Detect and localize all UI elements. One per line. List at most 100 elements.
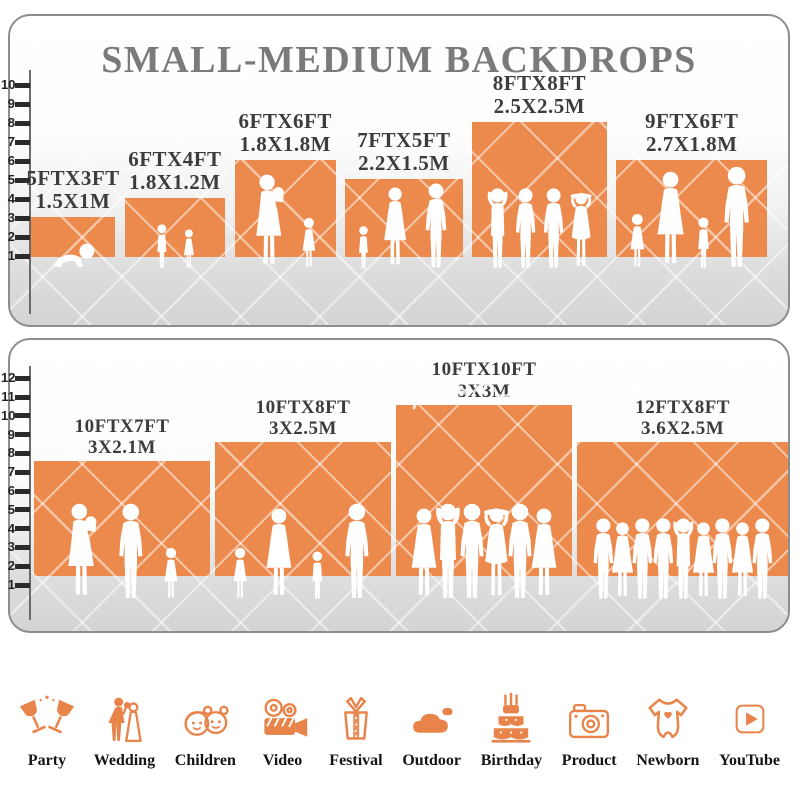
people-silhouettes [49,241,97,271]
figure-woman [260,507,298,602]
category-outdoor: Outdoor [402,660,461,770]
category-children: Children [175,660,236,770]
ruler-tick [15,82,30,88]
figure-man [337,502,377,602]
party-icon [20,688,74,750]
ruler-number: 1 [7,577,15,592]
ruler-number: 7 [7,134,15,149]
ruler-tick [15,488,30,494]
figure-man [745,517,779,602]
category-label: Product [561,752,617,769]
category-strip: Party Wedding [0,660,800,770]
category-label: Party [27,752,67,769]
category-label: YouTube [719,752,780,769]
ruler-number: 7 [7,464,15,480]
ruler-tick [15,234,30,240]
category-newborn: Newborn [636,660,699,770]
bar-size-meters: 3X2.5M [269,418,337,440]
people-silhouettes [250,173,320,271]
people-silhouettes [586,517,779,602]
ruler-number: 11 [1,389,15,404]
ruler-tick [15,215,30,221]
category-wedding: Wedding [94,660,155,770]
figure-woman-baby [62,502,102,602]
figure-girl [180,228,197,271]
figure-girl [229,546,251,602]
large-backdrops-panel: 1 2 3 4 5 6 7 8 9 10 11 12 10FTX7FT 3X2.1M 10FTX8FT 3X… [1,338,790,633]
people-silhouettes [354,182,454,271]
ruler-number: 9 [7,96,15,111]
ruler-number: 2 [7,229,15,244]
ruler-tick [15,563,30,569]
figure-man [111,502,151,602]
people-silhouettes [229,502,377,602]
bar-size-meters: 3.6X2.5M [641,418,725,440]
ruler-tick [15,469,30,475]
figure-woman [525,507,563,602]
people-silhouettes [152,223,198,271]
bar-size-meters: 2.7X1.8M [645,132,738,157]
festival-icon [330,688,382,750]
children-icon [178,688,232,750]
category-label: Outdoor [402,752,462,769]
bar-size-feet: 12FTX8FT [635,396,730,418]
ruler-number: 3 [7,539,15,555]
figure-girl [625,212,649,271]
bar-size-feet: 7FTX5FT [357,127,451,152]
ruler-tick [15,158,30,164]
category-youtube: YouTube [719,660,780,770]
figure-woman-hat [565,190,598,271]
birthday-icon [485,688,537,750]
ruler-tick [15,120,30,126]
ruler-tick [15,582,30,588]
ruler-tick [15,375,30,381]
ruler-tick [15,526,30,532]
ruler-tick [15,139,30,145]
page-title: SMALL-MEDIUM BACKDROPS [101,39,697,81]
ruler-tick [15,544,30,550]
ruler-tick [15,101,30,107]
category-label: Video [262,752,303,769]
outdoor-icon [408,688,456,750]
category-label: Festival [329,752,383,769]
bar-size-label: 10FTX8FT 3X2.5M [183,397,423,440]
ruler-number: 5 [7,501,15,517]
bar-size-label: 12FTX8FT 3.6X2.5M [563,397,800,440]
category-label: Newborn [636,752,700,769]
figure-woman [378,186,412,271]
category-birthday: Birthday [481,660,542,770]
bar-size-meters: 3X2.1M [88,436,156,458]
figure-man [418,182,454,271]
figure-man [716,165,758,271]
people-silhouettes [62,502,182,602]
product-icon [563,688,615,750]
ruler-number: 6 [7,483,15,498]
ruler-tick [15,253,30,259]
category-label: Wedding [93,752,156,769]
category-video: Video [256,660,310,770]
figure-child [692,216,714,271]
category-festival: Festival [329,660,383,770]
figure-girl [298,216,320,271]
category-label: Birthday [480,752,543,769]
newborn-icon [641,688,695,750]
people-silhouettes [405,502,563,602]
youtube-icon [728,688,772,750]
figure-child [354,225,373,271]
category-party: Party [20,660,74,770]
small-medium-backdrops-panel: SMALL-MEDIUM BACKDROPS 1 2 3 4 5 6 7 8 9 10 5FTX3… [1,14,790,327]
figure-child [307,550,328,602]
figure-baby-crawl [49,241,97,271]
ruler-tick [15,394,30,400]
video-icon [256,688,310,750]
category-product: Product [562,660,617,770]
bar-size-label: 7FTX5FT 2.2X1.5M [284,127,524,176]
ruler-number: 1 [7,248,15,263]
category-label: Children [174,752,236,769]
ruler-number: 2 [7,558,15,574]
ruler-tick [15,507,30,513]
people-silhouettes [625,165,758,271]
figure-boy [152,223,171,271]
wedding-icon [99,688,149,750]
